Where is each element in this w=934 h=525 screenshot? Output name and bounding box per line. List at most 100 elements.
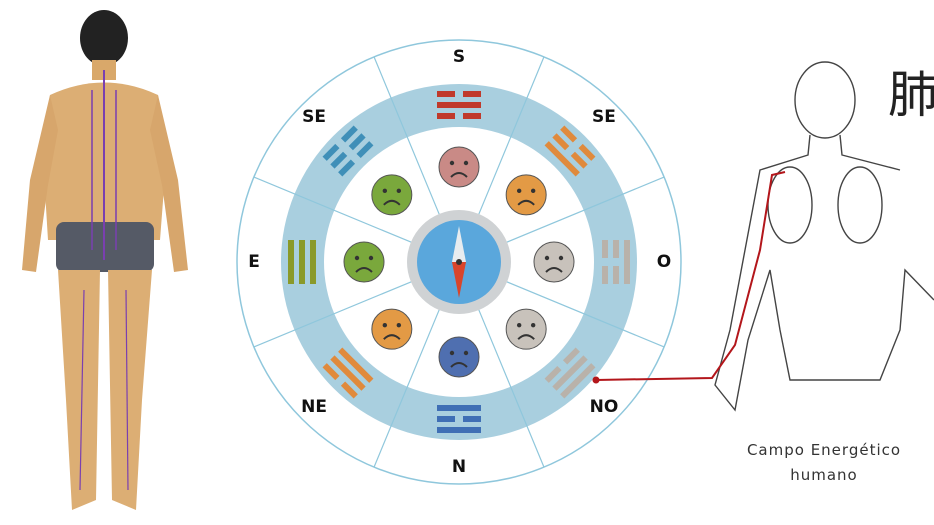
face-eye xyxy=(530,188,536,194)
trigram-line xyxy=(340,381,358,399)
trigram-line xyxy=(552,133,570,151)
caption: Campo Energético xyxy=(747,441,901,459)
trigram-line xyxy=(437,416,455,422)
face-eye xyxy=(544,255,550,261)
trigram-line xyxy=(463,416,481,422)
sector-divider xyxy=(504,280,665,348)
trigram-line xyxy=(338,159,356,177)
emotion-face xyxy=(505,308,547,350)
face-eye xyxy=(354,255,360,261)
emotion-face xyxy=(533,241,575,283)
trigram-line xyxy=(299,240,305,284)
emotion-face xyxy=(371,174,413,216)
sector-divider xyxy=(253,176,414,244)
emotion-face xyxy=(343,241,385,283)
trigram-line xyxy=(560,125,578,143)
face-eye xyxy=(368,255,374,261)
sector-divider xyxy=(373,307,441,468)
trigram xyxy=(437,91,481,119)
direction-label: N xyxy=(452,457,466,477)
body-back-figure xyxy=(22,10,188,510)
direction-label: NE xyxy=(301,397,327,417)
face-mouth xyxy=(450,172,468,178)
face-eye xyxy=(558,255,564,261)
emotion-face xyxy=(505,174,547,216)
face-mouth xyxy=(355,267,373,273)
trigram-line xyxy=(356,141,374,159)
face-mouth xyxy=(545,267,563,273)
face-mouth xyxy=(383,199,401,206)
sector-divider xyxy=(373,56,441,217)
face-eye xyxy=(449,350,455,356)
chinese-character: 肺 xyxy=(888,66,934,124)
trigram-line xyxy=(613,266,619,284)
trigram-line xyxy=(437,113,455,119)
face-mouth xyxy=(383,334,401,340)
direction-label: SE xyxy=(592,107,616,127)
trigram-line xyxy=(544,141,580,177)
face-mouth xyxy=(517,199,535,206)
trigram-line xyxy=(330,355,366,391)
trigram-line xyxy=(552,355,588,391)
compass-needle xyxy=(452,262,466,298)
face-mouth xyxy=(450,362,468,368)
trigram-line xyxy=(562,347,580,365)
caption: humano xyxy=(790,466,858,484)
sector-divider xyxy=(477,307,545,468)
trigram-line xyxy=(322,143,340,161)
direction-label: S xyxy=(453,47,465,67)
trigram-line xyxy=(624,240,630,284)
trigram-line xyxy=(578,143,596,161)
direction-label: SE xyxy=(302,107,326,127)
direction-label: O xyxy=(657,252,671,272)
sector-divider xyxy=(504,176,665,244)
direction-wheel xyxy=(236,39,682,485)
trigram-line xyxy=(288,240,294,284)
face-eye xyxy=(530,322,536,328)
emotion-face xyxy=(438,336,480,378)
trigram-line xyxy=(602,240,608,258)
trigram-line xyxy=(340,125,358,143)
face-eye xyxy=(382,188,388,194)
trigram-line xyxy=(613,240,619,258)
trigram-line xyxy=(437,91,455,97)
emotion-face xyxy=(438,146,480,188)
sector-divider xyxy=(477,56,545,217)
face-eye xyxy=(463,160,469,166)
trigram xyxy=(288,240,316,284)
trigram xyxy=(322,347,374,399)
trigram-line xyxy=(463,91,481,97)
compass-needle xyxy=(452,226,466,262)
emotion-face xyxy=(371,308,413,350)
compass-pin xyxy=(456,259,462,265)
trigram-line xyxy=(560,363,596,399)
direction-label: E xyxy=(248,252,260,272)
face-eye xyxy=(463,350,469,356)
face-eye xyxy=(396,322,402,328)
trigram-line xyxy=(330,151,348,169)
face-eye xyxy=(382,322,388,328)
trigram-line xyxy=(602,266,608,284)
trigram xyxy=(544,125,596,177)
face-eye xyxy=(396,188,402,194)
trigram-line xyxy=(437,102,481,108)
trigram-line xyxy=(437,427,481,433)
trigram xyxy=(322,125,374,177)
trigram-line xyxy=(463,113,481,119)
trigram xyxy=(437,405,481,433)
trigram-line xyxy=(310,240,316,284)
face-eye xyxy=(516,188,522,194)
sector-divider xyxy=(253,280,414,348)
face-mouth xyxy=(517,334,535,340)
trigram-line xyxy=(437,405,481,411)
trigram xyxy=(544,347,596,399)
trigram-line xyxy=(322,363,340,381)
meridian-line xyxy=(595,171,786,381)
trigram-line xyxy=(570,151,588,169)
trigram xyxy=(602,240,630,284)
face-eye xyxy=(516,322,522,328)
meridian-point xyxy=(592,376,600,384)
trigram-line xyxy=(338,347,374,383)
trigram-line xyxy=(348,133,366,151)
